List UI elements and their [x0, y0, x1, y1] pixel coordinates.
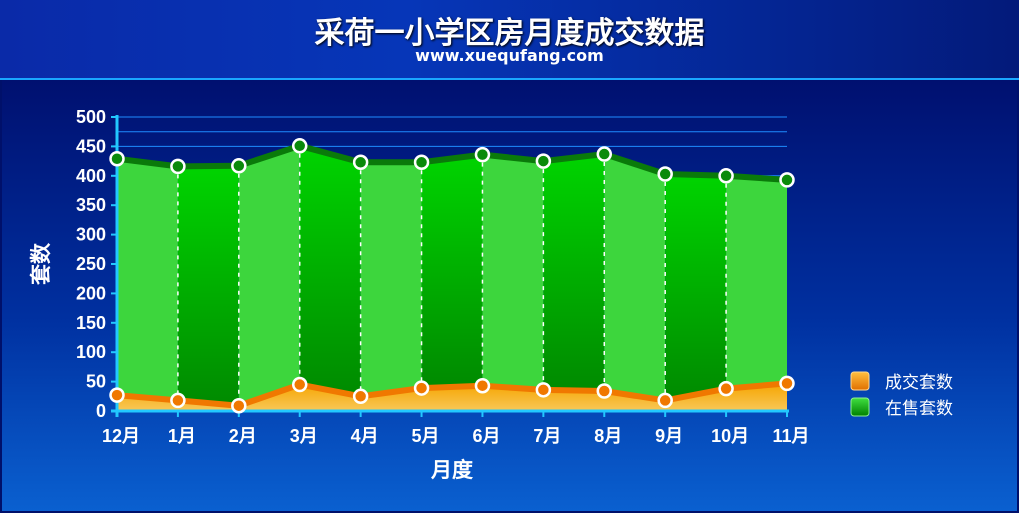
point-listings: [109, 150, 125, 167]
area-band-listings: [543, 154, 605, 392]
point-listings: [291, 138, 308, 154]
y-tick-label: 150: [76, 313, 106, 333]
chart-title: 采荷一小学区房月度成交数据: [314, 16, 705, 51]
legend-swatch-transactions: [850, 371, 870, 391]
area-band-listings: [665, 174, 727, 401]
point-listings: [779, 172, 795, 188]
area-band-listings: [177, 165, 239, 406]
point-transactions: [291, 376, 308, 393]
y-axis-title: 套数: [29, 242, 53, 285]
point-transactions: [231, 397, 247, 414]
legend-item-transactions: 成交套数: [850, 371, 953, 393]
point-listings: [535, 153, 552, 169]
point-transactions: [170, 392, 186, 409]
x-tick-label: 2月: [229, 426, 257, 446]
x-tick-label: 5月: [412, 426, 440, 446]
area-band-listings: [604, 154, 666, 401]
y-tick-label: 450: [76, 136, 106, 156]
y-tick-label: 500: [76, 107, 106, 127]
x-tick-label: 10月: [711, 426, 749, 446]
point-transactions: [535, 382, 552, 398]
point-listings: [170, 158, 186, 175]
chart-header: 采荷一小学区房月度成交数据 www.xuequfang.com: [0, 0, 1019, 80]
area-band-listings: [360, 162, 422, 397]
y-tick-label: 50: [86, 372, 106, 392]
area-band-listings: [238, 145, 300, 406]
point-transactions: [779, 375, 795, 392]
area-band-listings: [726, 175, 787, 389]
x-tick-label: 4月: [351, 426, 379, 446]
point-listings: [718, 168, 734, 184]
point-transactions: [474, 377, 491, 394]
x-tick-label: 8月: [594, 426, 622, 446]
y-tick-label: 250: [76, 254, 106, 274]
point-listings: [657, 166, 673, 182]
chart-subtitle: www.xuequfang.com: [415, 46, 604, 65]
point-listings: [474, 146, 491, 163]
x-axis-title: 月度: [430, 458, 473, 482]
point-transactions: [718, 380, 734, 397]
x-tick-label: 6月: [472, 426, 500, 446]
point-listings: [413, 154, 430, 171]
point-listings: [596, 146, 613, 162]
point-transactions: [596, 383, 613, 399]
point-transactions: [109, 387, 125, 403]
legend-item-listings: 在售套数: [850, 397, 953, 419]
area-band-listings: [421, 154, 483, 389]
y-tick-label: 200: [76, 283, 106, 303]
x-tick-label: 7月: [533, 426, 561, 446]
x-tick-label: 9月: [655, 426, 683, 446]
x-tick-label: 12月: [102, 426, 140, 446]
series-line-transactions: [116, 380, 788, 409]
area-band-listings: [117, 158, 178, 401]
y-tick-label: 100: [76, 342, 106, 362]
area-band-listings: [299, 145, 361, 397]
legend-label-transactions: 成交套数: [885, 373, 953, 393]
x-tick-label: 3月: [290, 426, 318, 446]
y-tick-label: 0: [96, 401, 106, 421]
point-listings: [352, 154, 369, 171]
x-tick-label: 1月: [168, 426, 196, 446]
point-transactions: [657, 392, 673, 409]
y-tick-label: 400: [76, 166, 106, 186]
legend-swatch-listings: [850, 397, 870, 417]
legend-label-listings: 在售套数: [885, 399, 953, 419]
point-listings: [231, 158, 247, 174]
area-band-listings: [482, 154, 544, 390]
y-tick-label: 350: [76, 195, 106, 215]
y-tick-label: 300: [76, 225, 106, 245]
legend: 成交套数 在售套数: [850, 371, 953, 419]
point-transactions: [413, 380, 430, 396]
x-tick-label: 11月: [772, 426, 809, 446]
series-line-listings: [116, 142, 788, 183]
point-transactions: [352, 388, 369, 405]
